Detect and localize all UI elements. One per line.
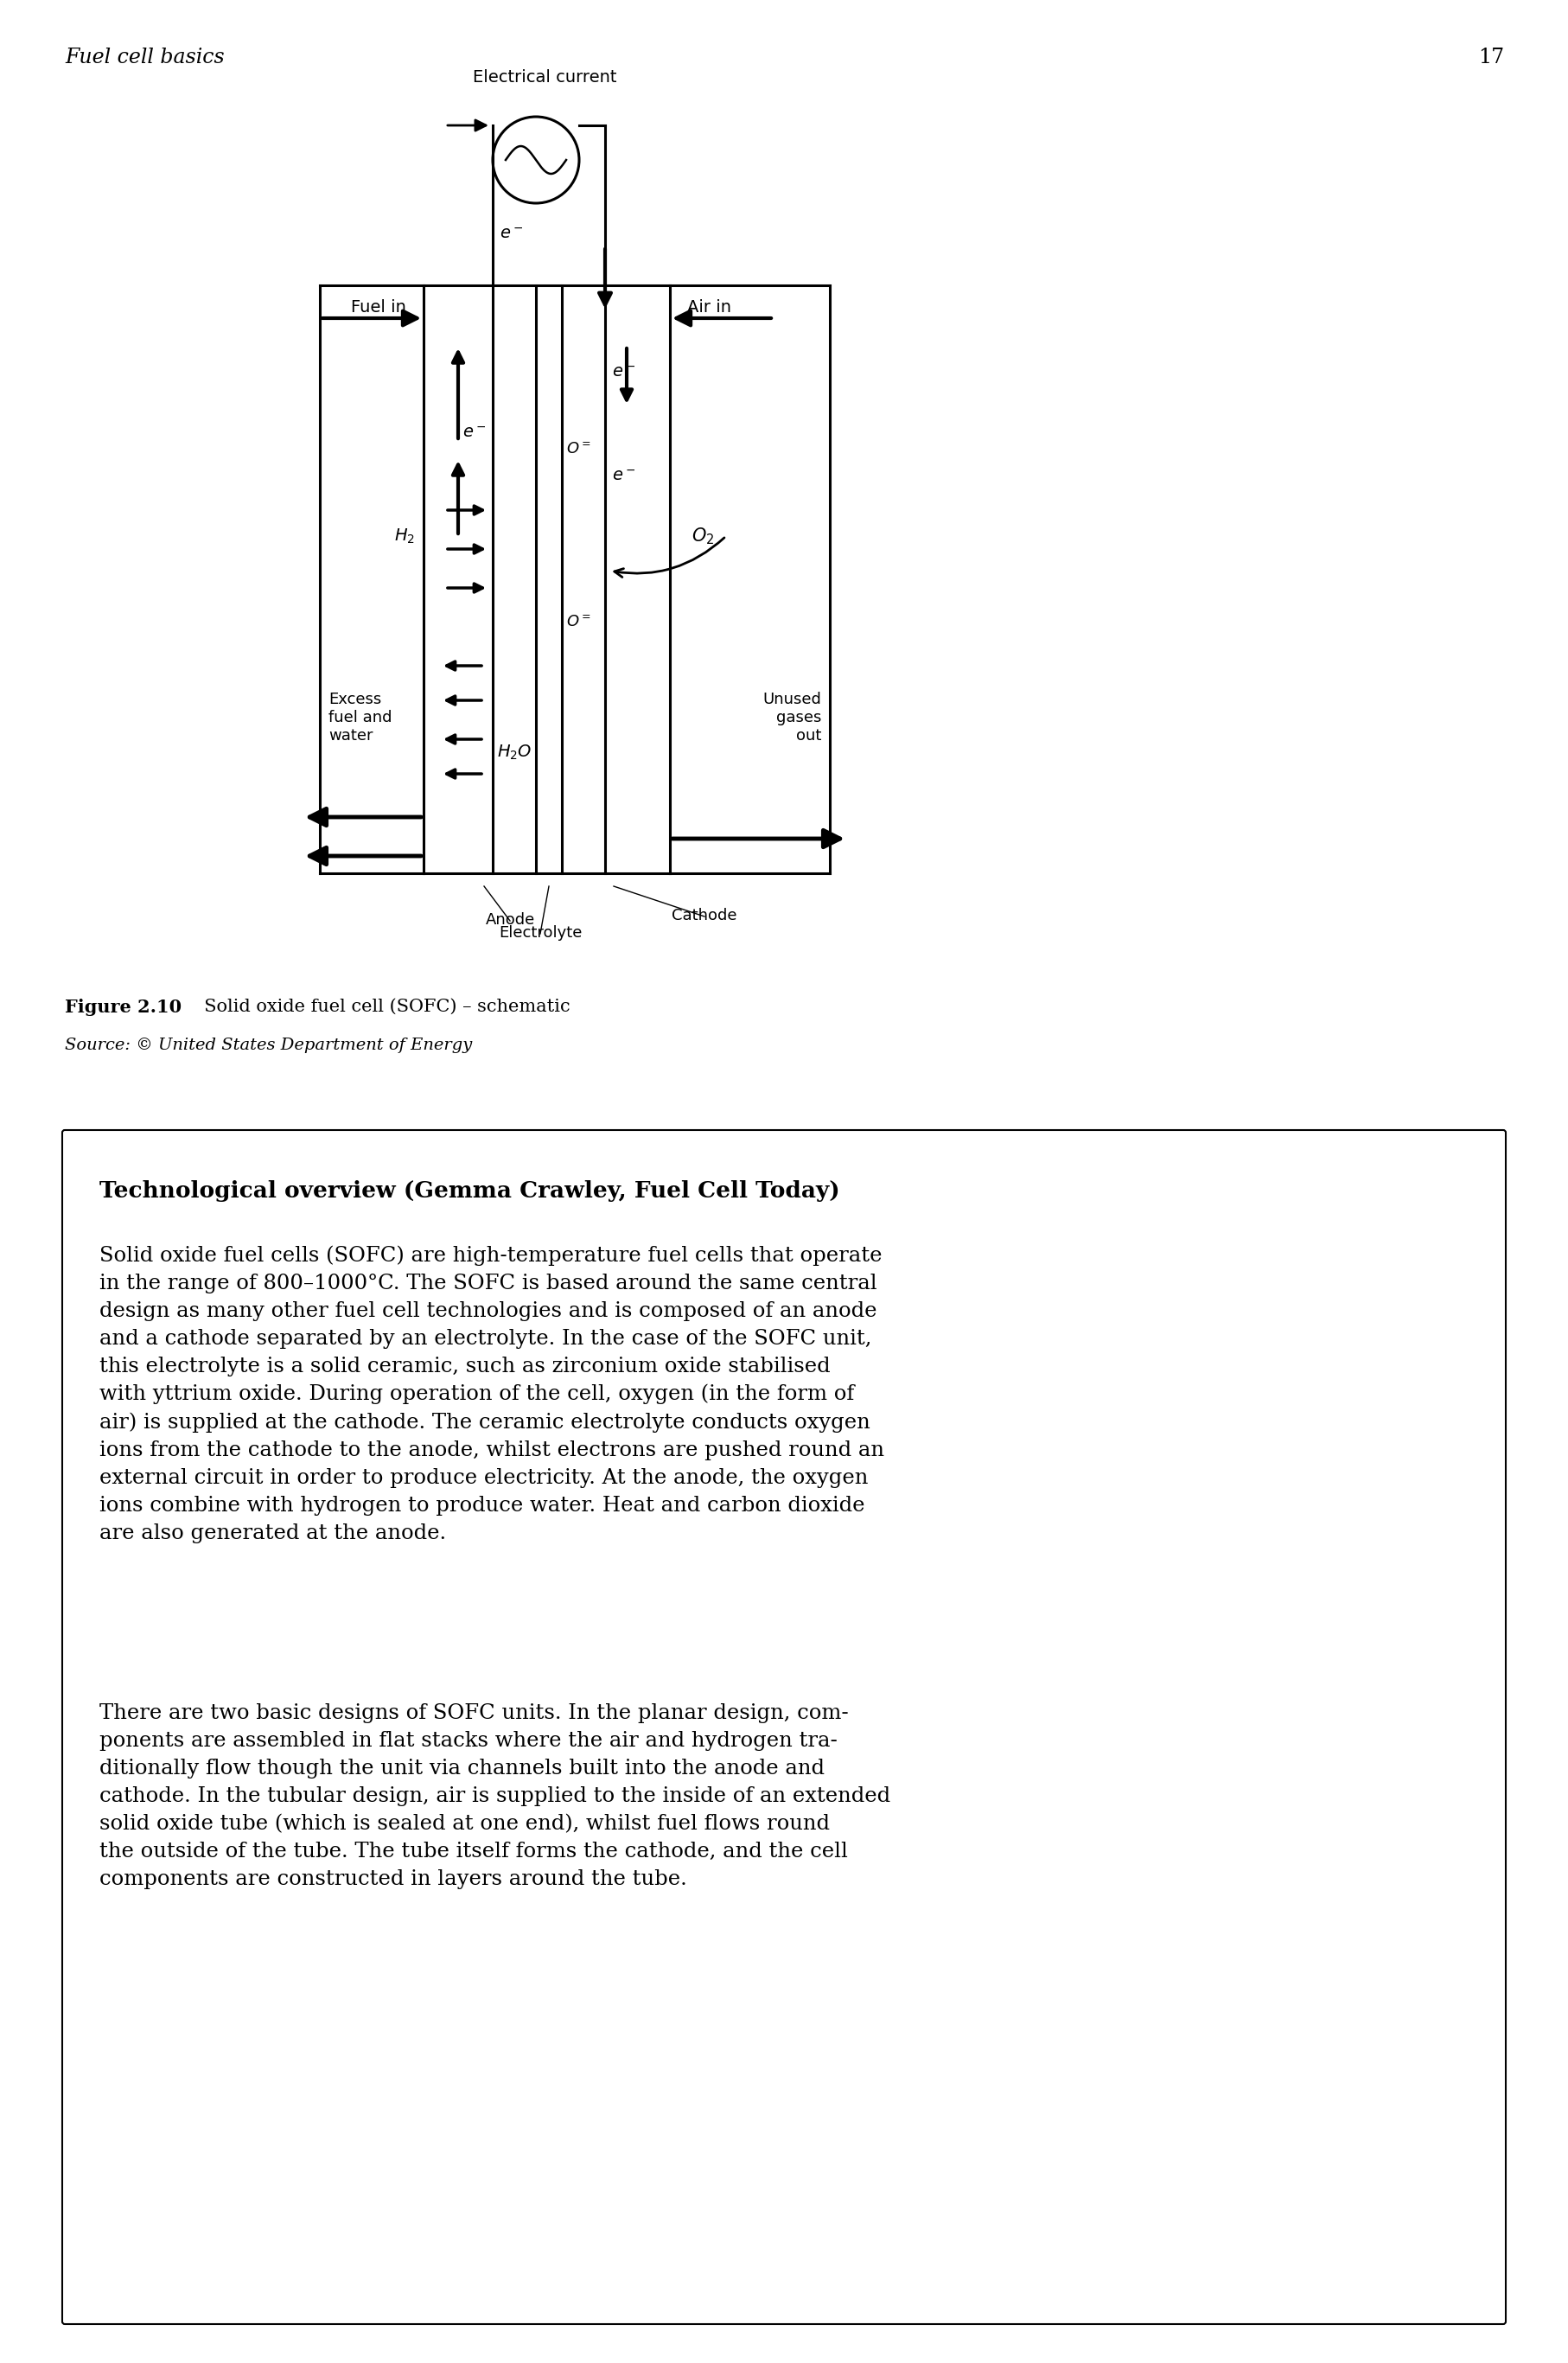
Text: Electrolyte: Electrolyte [499, 926, 582, 940]
Text: Source: © United States Department of Energy: Source: © United States Department of En… [64, 1037, 472, 1054]
Text: Fuel cell basics: Fuel cell basics [64, 47, 224, 69]
Text: $H_2O$: $H_2O$ [497, 742, 532, 761]
Text: Anode: Anode [485, 912, 535, 929]
Text: Figure 2.10: Figure 2.10 [64, 1000, 182, 1016]
Text: Electrical current: Electrical current [472, 69, 616, 85]
Text: $e^-$: $e^-$ [612, 468, 635, 484]
Text: Excess
fuel and
water: Excess fuel and water [328, 692, 392, 744]
Text: $O_2$: $O_2$ [691, 527, 715, 546]
Text: Solid oxide fuel cell (SOFC) – schematic: Solid oxide fuel cell (SOFC) – schematic [193, 1000, 571, 1016]
FancyBboxPatch shape [63, 1130, 1505, 2325]
Text: Cathode: Cathode [671, 907, 737, 924]
Text: $e^-$: $e^-$ [463, 423, 486, 440]
Text: There are two basic designs of SOFC units. In the planar design, com-
ponents ar: There are two basic designs of SOFC unit… [99, 1704, 891, 1888]
Text: Air in: Air in [687, 298, 731, 314]
Text: $O^{=}$: $O^{=}$ [566, 614, 591, 631]
Text: $H_2$: $H_2$ [394, 527, 416, 546]
Text: $e^-$: $e^-$ [500, 224, 524, 241]
Text: $e^-$: $e^-$ [612, 364, 635, 380]
Text: Technological overview (Gemma Crawley, Fuel Cell Today): Technological overview (Gemma Crawley, F… [99, 1179, 840, 1203]
Text: $O^{=}$: $O^{=}$ [566, 442, 591, 458]
Text: 17: 17 [1479, 47, 1504, 69]
Text: Solid oxide fuel cells (SOFC) are high-temperature fuel cells that operate
in th: Solid oxide fuel cells (SOFC) are high-t… [99, 1245, 884, 1543]
Text: Fuel in: Fuel in [351, 298, 406, 314]
Text: Unused
gases
out: Unused gases out [762, 692, 822, 744]
